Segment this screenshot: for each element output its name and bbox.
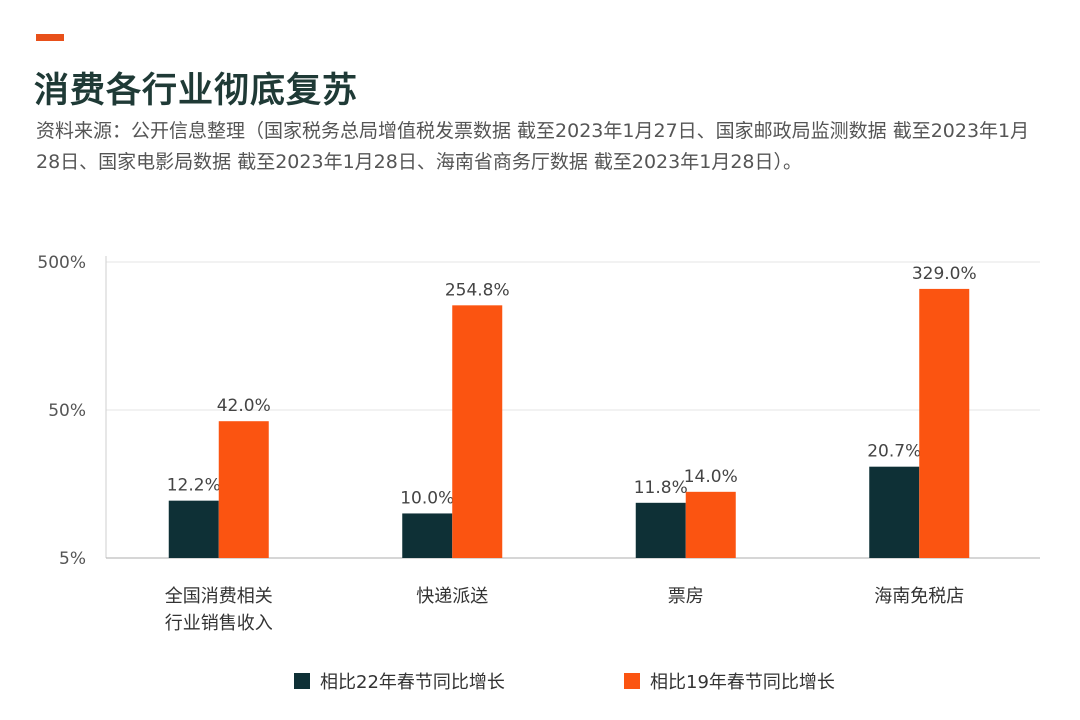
bar-series2 — [919, 288, 970, 558]
legend-swatch-series1 — [294, 673, 310, 689]
title-accent-bar — [36, 34, 64, 41]
bar-series2 — [452, 305, 503, 558]
y-tick-label: 5% — [59, 549, 86, 569]
chart-title: 消费各行业彻底复苏 — [34, 71, 359, 111]
legend-label-series1: 相比22年春节同比增长 — [320, 672, 505, 693]
bar-series2 — [218, 421, 269, 558]
bar-series1 — [402, 513, 453, 558]
data-label: 254.8% — [445, 280, 510, 300]
data-label: 42.0% — [217, 396, 271, 416]
bar-series1 — [635, 502, 686, 558]
bar-series1 — [168, 500, 219, 558]
x-category-label: 全国消费相关 — [165, 586, 273, 607]
x-category-label: 行业销售收入 — [165, 613, 273, 634]
y-tick-label: 50% — [48, 401, 86, 421]
source-note: 资料来源：公开信息整理（国家税务总局增值税发票数据 截至2023年1月27日、国… — [36, 120, 1030, 173]
legend-item-series2: 相比19年春节同比增长 — [624, 668, 835, 694]
legend-swatch-series2 — [624, 673, 640, 689]
legend-label-series2: 相比19年春节同比增长 — [650, 672, 835, 693]
x-category-label: 快递派送 — [416, 586, 488, 607]
data-label: 10.0% — [400, 488, 454, 508]
data-label: 20.7% — [867, 442, 921, 462]
data-label: 14.0% — [684, 467, 738, 487]
bar-series2 — [685, 491, 736, 558]
data-label: 11.8% — [634, 478, 688, 498]
x-category-label: 海南免税店 — [874, 586, 964, 607]
legend-item-series1: 相比22年春节同比增长 — [294, 668, 505, 694]
data-label: 12.2% — [167, 476, 221, 496]
bar-series1 — [869, 466, 920, 558]
x-category-label: 票房 — [668, 586, 704, 607]
y-tick-label: 500% — [37, 253, 86, 273]
data-label: 329.0% — [912, 264, 977, 284]
